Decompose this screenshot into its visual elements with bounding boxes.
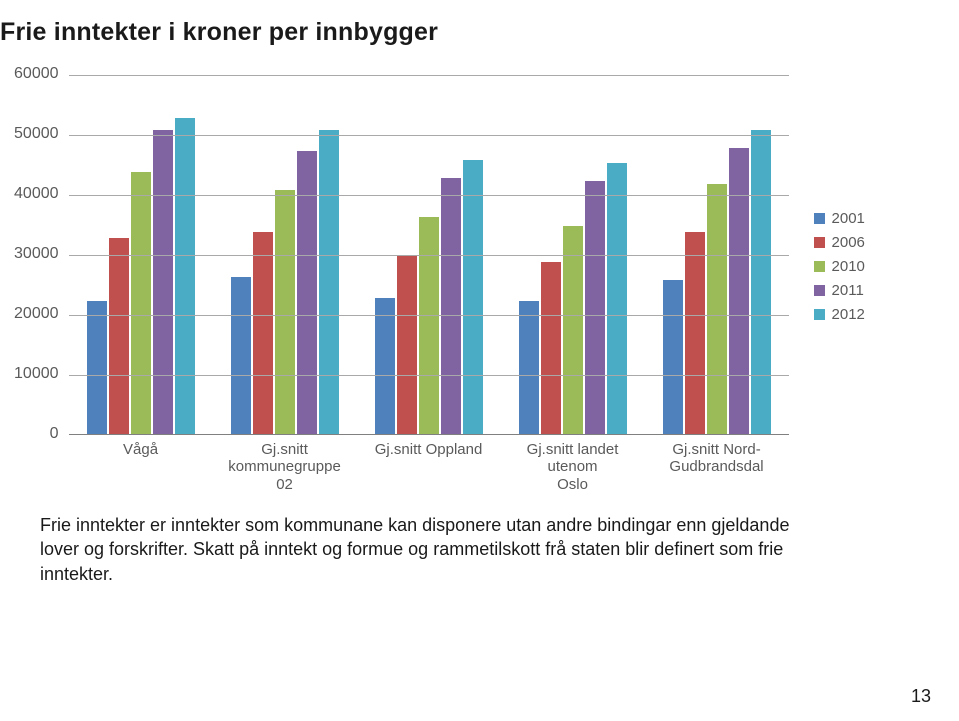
gridline (69, 135, 789, 136)
bar (86, 300, 108, 435)
gridline (69, 195, 789, 196)
bar (418, 216, 440, 435)
bar (252, 231, 274, 435)
gridline (69, 375, 789, 376)
bar (440, 177, 462, 435)
bar (296, 150, 318, 435)
legend-label: 2012 (832, 306, 865, 323)
bar (750, 129, 772, 435)
chart-caption: Frie inntekter er inntekter som kommunan… (40, 513, 800, 586)
x-tick-label: Gj.snitt Oppland (357, 435, 501, 493)
bar (728, 147, 750, 435)
bar (462, 159, 484, 435)
bar (396, 255, 418, 435)
bar (562, 225, 584, 435)
x-axis-line (69, 434, 789, 435)
legend-label: 2001 (832, 210, 865, 227)
legend-item: 2006 (814, 234, 931, 251)
page-title: Frie inntekter i kroner per innbygger (0, 18, 931, 47)
legend-swatch (814, 309, 825, 320)
chart: 6000050000400003000020000100000 VågåGj.s… (0, 75, 931, 435)
legend-item: 2001 (814, 210, 931, 227)
bar (518, 300, 540, 435)
gridline (69, 255, 789, 256)
bar (174, 117, 196, 435)
legend-item: 2010 (814, 258, 931, 275)
x-tick-label: Gj.snitt Nord-Gudbrandsdal (645, 435, 789, 493)
bar (684, 231, 706, 435)
legend-label: 2006 (832, 234, 865, 251)
bar (584, 180, 606, 435)
legend-label: 2010 (832, 258, 865, 275)
gridline (69, 75, 789, 76)
bar (706, 183, 728, 435)
legend-swatch (814, 261, 825, 272)
x-tick-label: Vågå (69, 435, 213, 493)
y-axis-labels: 6000050000400003000020000100000 (0, 75, 69, 435)
bar (108, 237, 130, 435)
bar (662, 279, 684, 435)
bar (130, 171, 152, 435)
x-axis-labels: VågåGj.snitt kommunegruppe02Gj.snitt Opp… (69, 435, 789, 493)
legend-swatch (814, 213, 825, 224)
bar (152, 129, 174, 435)
legend-swatch (814, 237, 825, 248)
gridline (69, 315, 789, 316)
x-tick-label: Gj.snitt landet utenomOslo (501, 435, 645, 493)
bar (606, 162, 628, 435)
legend-label: 2011 (832, 282, 864, 299)
bar (230, 276, 252, 435)
page-number: 13 (911, 686, 931, 707)
legend-item: 2011 (814, 282, 931, 299)
bar (274, 189, 296, 435)
bar (540, 261, 562, 435)
x-tick-label: Gj.snitt kommunegruppe02 (213, 435, 357, 493)
page: Frie inntekter i kroner per innbygger 60… (0, 0, 959, 721)
legend-swatch (814, 285, 825, 296)
legend-item: 2012 (814, 306, 931, 323)
bar (374, 297, 396, 435)
plot-area: VågåGj.snitt kommunegruppe02Gj.snitt Opp… (69, 75, 789, 435)
bar (318, 129, 340, 435)
legend: 2001 2006 2010 2011 2012 (814, 210, 931, 330)
